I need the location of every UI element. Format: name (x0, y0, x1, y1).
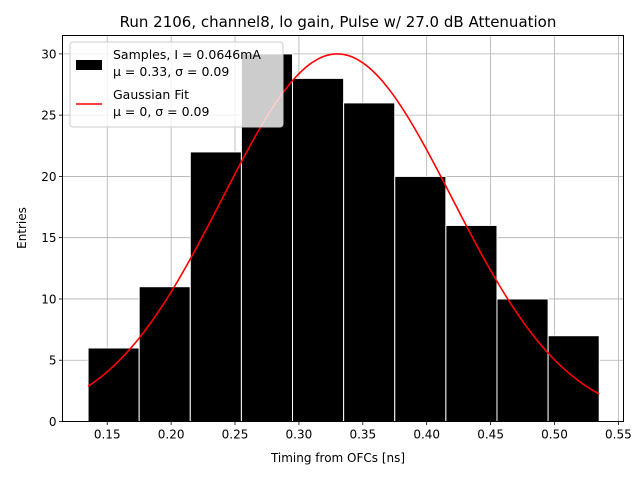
x-axis-label: Timing from OFCs [ns] (270, 451, 405, 465)
gaussian-fit (87, 53, 600, 395)
y-tick-label: 0 (49, 415, 57, 429)
chart-title: Run 2106, channel8, lo gain, Pulse w/ 27… (120, 13, 557, 31)
histogram-bar (547, 335, 600, 423)
x-tick-label: 0.50 (541, 428, 568, 442)
histogram-bar (189, 151, 242, 423)
histogram-bar (292, 77, 345, 422)
legend-samples-stats: μ = 0.33, σ = 0.09 (113, 64, 229, 79)
y-axis-label: Entries (15, 207, 29, 249)
x-tick-label: 0.45 (477, 428, 504, 442)
y-tick-label: 15 (41, 231, 56, 245)
gaussian-fit-line (87, 53, 600, 395)
plot-frame (62, 35, 624, 422)
y-tick-label: 25 (41, 109, 56, 123)
legend-samples-label: Samples, I = 0.0646mA (113, 47, 261, 62)
legend-fit-stats: μ = 0, σ = 0.09 (113, 104, 209, 119)
y-tick-label: 30 (41, 47, 56, 61)
legend-samples-swatch (76, 60, 102, 70)
y-tick-label: 20 (41, 170, 56, 184)
y-tick-label: 5 (49, 354, 57, 368)
x-tick-label: 0.25 (222, 428, 249, 442)
histogram-bar (496, 298, 549, 423)
histogram-bar (87, 347, 140, 423)
x-axis-ticks: 0.15 0.20 0.25 0.30 0.35 0.40 0.45 0.50 0.55 (94, 421, 632, 442)
histogram-bar (343, 102, 396, 423)
legend-box (69, 41, 284, 128)
histogram-bars (87, 53, 600, 423)
y-axis-ticks: 0 5 10 15 20 25 30 (41, 47, 63, 429)
histogram-bar (394, 175, 447, 422)
x-tick-label: 0.35 (349, 428, 376, 442)
x-tick-label: 0.20 (158, 428, 185, 442)
x-tick-label: 0.30 (286, 428, 313, 442)
histogram-bar (138, 286, 191, 423)
y-tick-label: 10 (41, 292, 56, 306)
x-tick-label: 0.40 (413, 428, 440, 442)
x-tick-label: 0.15 (94, 428, 121, 442)
legend: Samples, I = 0.0646mA μ = 0.33, σ = 0.09… (69, 41, 284, 128)
legend-fit-label: Gaussian Fit (113, 87, 189, 102)
x-tick-label: 0.55 (605, 428, 632, 442)
histogram-bar (445, 224, 498, 422)
